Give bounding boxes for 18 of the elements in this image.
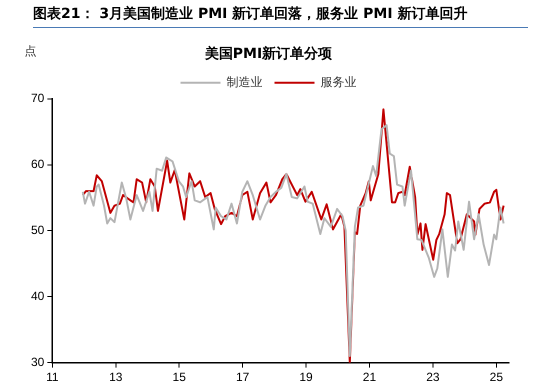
y-tick-label: 30 xyxy=(30,354,45,369)
y-tick-label: 60 xyxy=(30,157,45,172)
x-tick-label: 21 xyxy=(362,370,376,384)
x-tick-label: 13 xyxy=(109,370,123,384)
y-axis-title: 点 xyxy=(24,44,36,58)
x-tick-label: 25 xyxy=(490,370,504,384)
x-tick-label: 19 xyxy=(299,370,314,384)
legend-label: 制造业 xyxy=(226,74,262,89)
chart-subtitle: 美国PMI新订单分项 xyxy=(204,45,334,62)
x-tick-label: 23 xyxy=(426,370,440,384)
x-tick-label: 17 xyxy=(236,370,250,384)
x-tick-label: 15 xyxy=(172,370,186,384)
y-tick-label: 50 xyxy=(30,223,45,238)
y-tick-label: 40 xyxy=(30,288,45,303)
x-tick-label: 11 xyxy=(46,370,59,384)
chart-title: 图表21： 3月美国制造业 PMI 新订单回落，服务业 PMI 新订单回升 xyxy=(33,5,528,28)
y-tick-label: 70 xyxy=(30,91,45,106)
legend-label: 服务业 xyxy=(320,74,356,89)
